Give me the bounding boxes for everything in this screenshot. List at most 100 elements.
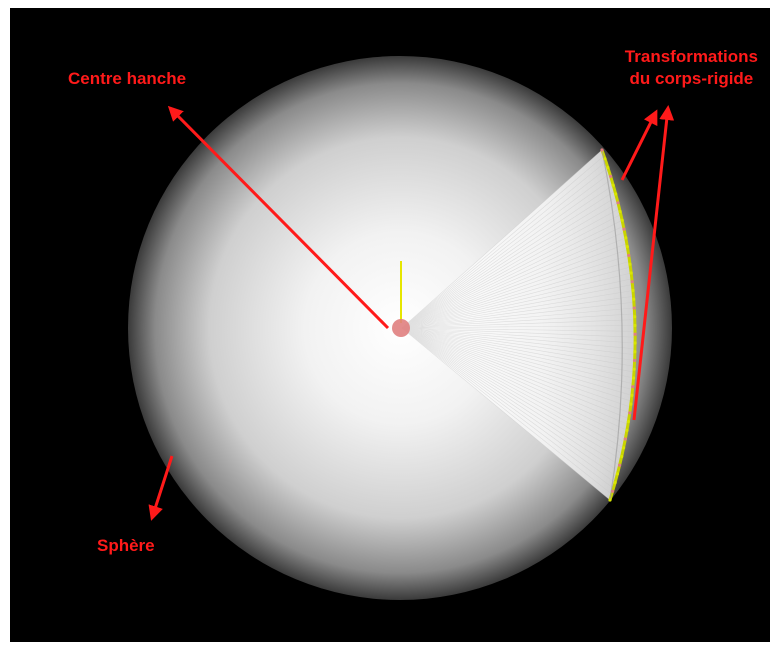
scene-canvas bbox=[128, 56, 675, 600]
cone-ray bbox=[401, 327, 635, 373]
cone-ray bbox=[401, 261, 630, 329]
rim-marker bbox=[633, 350, 637, 354]
label-transformations-line1: Transformations bbox=[624, 47, 758, 66]
cone-ray bbox=[401, 319, 635, 329]
cone-ray bbox=[401, 190, 616, 329]
rim-marker bbox=[627, 253, 631, 257]
hip-center-marker bbox=[392, 319, 410, 337]
cone-ray bbox=[401, 327, 634, 385]
rim-marker bbox=[624, 236, 628, 240]
rim-marker bbox=[633, 358, 637, 363]
transformation-cone bbox=[401, 148, 637, 502]
cone-ray bbox=[401, 231, 625, 329]
cone-ray bbox=[401, 173, 610, 329]
cone-ray bbox=[401, 327, 616, 483]
label-transformations-line2: du corps-rigide bbox=[629, 69, 754, 88]
cone-ray bbox=[401, 327, 633, 390]
cone-ray bbox=[401, 327, 612, 495]
cone-ray bbox=[401, 266, 631, 329]
rim-marker bbox=[603, 157, 607, 161]
cone-ray bbox=[401, 327, 631, 408]
cone-ray bbox=[401, 327, 636, 338]
rim-marker bbox=[633, 332, 637, 336]
cone-ray bbox=[401, 161, 607, 329]
cone-ray bbox=[401, 327, 632, 402]
cone-ray bbox=[401, 307, 635, 329]
rim-marker bbox=[608, 498, 612, 502]
rim-marker bbox=[626, 420, 631, 424]
cone-ray bbox=[401, 196, 617, 329]
rim-marker bbox=[631, 385, 635, 389]
rim-marker bbox=[633, 341, 637, 345]
cone-ray bbox=[401, 225, 624, 329]
cone-ray bbox=[401, 327, 622, 460]
cone-ray bbox=[401, 278, 632, 329]
rim-marker bbox=[625, 245, 629, 249]
cone-ray bbox=[401, 327, 628, 431]
cone-ray bbox=[401, 155, 605, 329]
cone-ray bbox=[401, 327, 635, 355]
sphere-arrow bbox=[148, 455, 174, 521]
rim-marker bbox=[606, 166, 610, 170]
rim-marker bbox=[611, 489, 615, 493]
rim-marker bbox=[615, 472, 620, 476]
rim-marker bbox=[629, 271, 633, 275]
rim-marker bbox=[614, 192, 618, 196]
cone-ray bbox=[401, 327, 636, 332]
rim-marker bbox=[629, 402, 633, 406]
cone-ray bbox=[401, 149, 603, 329]
cone-ray bbox=[401, 327, 617, 478]
rim-marker bbox=[631, 288, 635, 293]
rim-marker bbox=[600, 148, 604, 152]
cone-ray bbox=[401, 214, 621, 329]
label-transformations: Transformations du corps-rigide bbox=[625, 46, 758, 90]
cone-ray bbox=[401, 237, 626, 329]
render-viewport: Centre hanche Transformations du corps-r… bbox=[10, 8, 770, 642]
cone-ray bbox=[401, 313, 635, 329]
transformations-arrow-2 bbox=[632, 105, 675, 421]
rim-marker bbox=[633, 323, 637, 328]
cone-ray bbox=[401, 327, 633, 396]
cone-ray bbox=[401, 255, 629, 329]
cone-ray bbox=[401, 208, 620, 329]
rim-marker bbox=[628, 262, 632, 266]
rim-marker bbox=[618, 463, 622, 467]
cone-ray bbox=[401, 327, 619, 472]
rim-marker bbox=[628, 411, 632, 415]
cone-ray bbox=[401, 327, 624, 449]
cone-ray bbox=[401, 167, 609, 329]
cone-ray bbox=[401, 327, 634, 379]
cone-ray bbox=[401, 327, 627, 437]
cone-ray bbox=[401, 220, 623, 329]
cone-ray bbox=[401, 179, 612, 329]
cone-ray bbox=[401, 301, 635, 329]
cone-ray bbox=[401, 325, 636, 329]
cone-ray bbox=[401, 327, 620, 466]
rim-marker bbox=[632, 376, 636, 380]
cone-ray bbox=[401, 327, 623, 454]
cone-ray bbox=[401, 327, 611, 501]
rim-marker bbox=[622, 227, 626, 231]
cone-rim-inner bbox=[601, 149, 623, 501]
rim-marker bbox=[625, 428, 629, 432]
rim-marker bbox=[616, 201, 620, 205]
label-centre-hanche: Centre hanche bbox=[68, 69, 187, 88]
cone-ray bbox=[401, 327, 614, 489]
cone-ray bbox=[401, 327, 636, 350]
rim-marker bbox=[620, 218, 624, 222]
rim-marker bbox=[630, 280, 634, 284]
cone-ray bbox=[401, 284, 633, 329]
cone-ray bbox=[401, 290, 634, 329]
cone-ray bbox=[401, 184, 614, 329]
rim-marker bbox=[632, 367, 636, 371]
rim-marker bbox=[622, 446, 626, 450]
cone-ray bbox=[401, 272, 632, 329]
cone-ray bbox=[401, 327, 635, 361]
cone-ray bbox=[401, 249, 628, 329]
rim-marker bbox=[609, 174, 613, 178]
cone-ray bbox=[401, 327, 630, 419]
rim-marker bbox=[632, 306, 636, 310]
cone-ray bbox=[401, 296, 634, 329]
cone-ray bbox=[401, 327, 629, 425]
